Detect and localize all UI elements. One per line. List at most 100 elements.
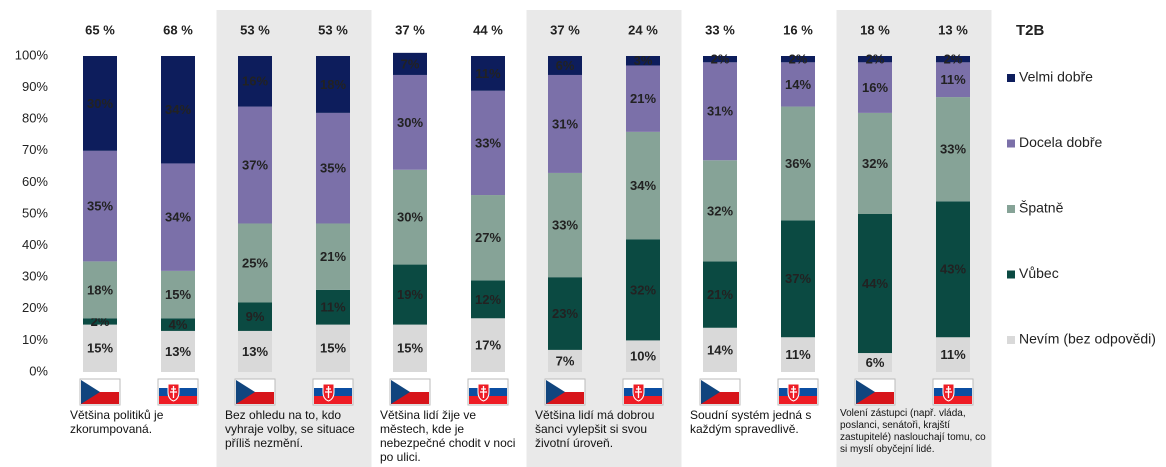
group-label: Většina lidí žije ve městech, kde je neb…	[380, 408, 516, 464]
data-label: 15%	[320, 341, 346, 356]
flag-sk	[469, 396, 507, 404]
bar-segment	[703, 56, 737, 63]
data-label: 9%	[246, 309, 265, 324]
data-label: 17%	[475, 338, 501, 353]
legend-label: Docela dobře	[1019, 134, 1102, 150]
data-label: 37%	[785, 271, 811, 286]
data-label: 11%	[785, 347, 811, 362]
t2b-label: 68 %	[163, 22, 193, 37]
flag-cz	[236, 380, 255, 404]
data-label: 19%	[397, 287, 423, 302]
data-label: 3%	[634, 53, 653, 68]
data-label: 4%	[169, 317, 188, 332]
bar-segment	[703, 327, 737, 372]
data-label: 16%	[862, 80, 888, 95]
legend-swatch	[1007, 139, 1015, 148]
y-tick-label: 90%	[22, 79, 48, 94]
bar-segment	[393, 324, 427, 372]
legend-swatch	[1007, 336, 1015, 344]
group-label: Volení zástupci (např. vláda, poslanci, …	[840, 408, 986, 455]
t2b-label: 44 %	[473, 22, 503, 37]
bar-segment	[858, 214, 892, 354]
data-label: 44%	[862, 276, 888, 291]
bar-segment	[781, 56, 815, 63]
bar-segment	[626, 340, 660, 372]
bar-segment	[548, 349, 582, 372]
bar-segment	[471, 56, 505, 91]
y-tick-label: 80%	[22, 111, 48, 126]
data-label: 16%	[242, 74, 268, 89]
t2b-label: 18 %	[860, 22, 890, 37]
y-tick-label: 50%	[22, 205, 48, 220]
bar-segment	[393, 52, 427, 75]
legend-swatch	[1007, 74, 1015, 82]
bar-segment	[858, 112, 892, 214]
t2b-label: 53 %	[318, 22, 348, 37]
data-label: 25%	[242, 255, 268, 270]
bar-segment	[703, 261, 737, 328]
data-label: 15%	[87, 341, 113, 356]
t2b-label: 53 %	[240, 22, 270, 37]
bar-segment	[316, 112, 350, 224]
data-label: 2%	[866, 52, 885, 67]
flag-sk	[314, 396, 352, 404]
legend-label: Špatně	[1019, 200, 1064, 216]
group-label: Většina lidí má dobrou šanci vylepšit si…	[535, 408, 655, 450]
bar-segment	[83, 318, 117, 325]
data-label: 7%	[556, 353, 575, 368]
t2b-label: 37 %	[550, 22, 580, 37]
data-label: 36%	[785, 156, 811, 171]
data-label: 43%	[940, 262, 966, 277]
data-label: 18%	[87, 282, 113, 297]
data-label: 10%	[630, 349, 656, 364]
legend-label: Vůbec	[1019, 265, 1059, 281]
data-label: 21%	[630, 91, 656, 106]
y-tick-label: 30%	[22, 269, 48, 284]
data-label: 35%	[320, 161, 346, 176]
data-label: 13%	[242, 344, 268, 359]
data-label: 7%	[401, 56, 420, 71]
data-label: 11%	[940, 347, 966, 362]
flag-sk	[945, 386, 952, 398]
y-tick-label: 0%	[29, 363, 48, 378]
data-label: 12%	[475, 292, 501, 307]
bar-segment	[393, 264, 427, 325]
data-label: 2%	[944, 52, 963, 67]
bar-segment	[83, 324, 117, 372]
t2b-label: 33 %	[705, 22, 735, 37]
data-label: 34%	[165, 210, 191, 225]
bar-segment	[781, 220, 815, 338]
data-label: 27%	[475, 230, 501, 245]
bar-segment	[936, 201, 970, 338]
flag-sk	[635, 386, 642, 398]
y-tick-label: 10%	[22, 332, 48, 347]
data-label: 33%	[940, 142, 966, 157]
bar-segment	[703, 160, 737, 262]
bar-segment	[238, 56, 272, 107]
bar-segment	[936, 337, 970, 372]
data-label: 21%	[320, 249, 346, 264]
data-label: 31%	[552, 116, 578, 131]
data-label: 11%	[320, 300, 346, 315]
flag-cz	[391, 380, 410, 404]
bar-segment	[548, 56, 582, 75]
data-label: 18%	[320, 77, 346, 92]
y-tick-label: 20%	[22, 300, 48, 315]
flag-sk	[170, 386, 177, 398]
bar-segment	[781, 337, 815, 372]
data-label: 32%	[630, 282, 656, 297]
group-label: Většina politiků je zkorumpovaná.	[70, 408, 164, 436]
y-tick-label: 100%	[15, 47, 49, 62]
legend-swatch	[1007, 270, 1015, 279]
flag-cz	[546, 380, 565, 404]
bar-segment	[626, 131, 660, 240]
group-label: Soudní systém jedná s každým spravedlivě…	[690, 408, 812, 436]
legend-swatch	[1007, 205, 1015, 213]
data-label: 11%	[475, 66, 501, 81]
bar-segment	[393, 169, 427, 265]
bar-segment	[858, 62, 892, 113]
bar-segment	[161, 163, 195, 271]
group-label: Bez ohledu na to, kdo vyhraje volby, se …	[225, 408, 355, 450]
data-label: 30%	[397, 115, 423, 130]
